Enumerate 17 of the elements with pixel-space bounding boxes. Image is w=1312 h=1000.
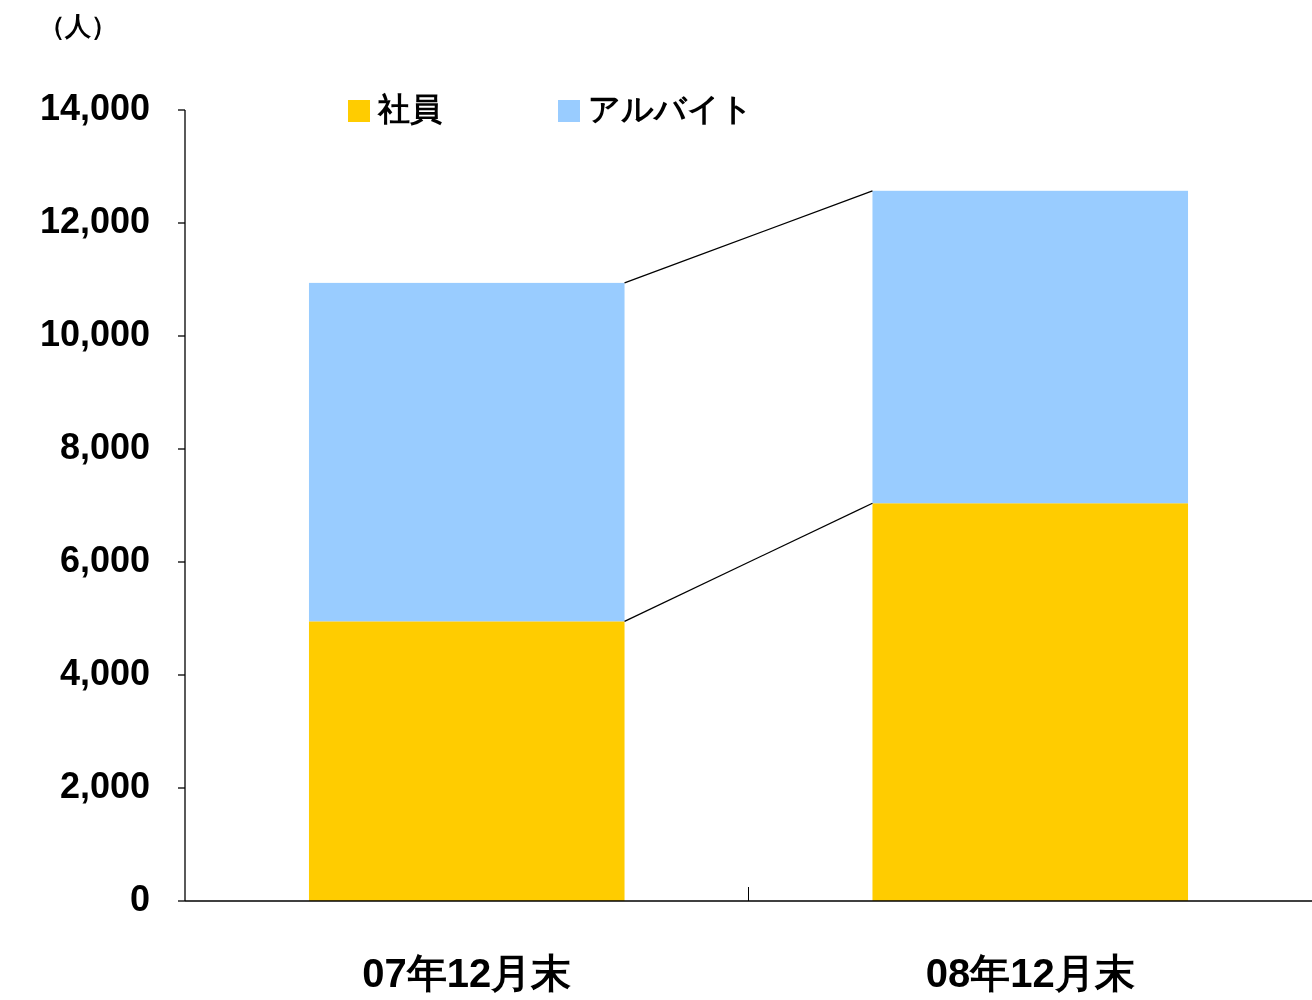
y-tick-label: 2,000 xyxy=(59,764,150,806)
bar xyxy=(872,190,1189,504)
y-tick-label: 12,000 xyxy=(39,199,150,241)
x-tick-label: 08年12月末 xyxy=(925,950,1135,995)
y-tick-label: 8,000 xyxy=(59,425,150,467)
bar xyxy=(308,621,625,901)
y-tick-label: 6,000 xyxy=(59,538,150,580)
y-tick-label: 14,000 xyxy=(39,86,150,128)
legend-label: 社員 xyxy=(377,91,442,128)
x-tick-label: 07年12月末 xyxy=(362,950,572,995)
y-axis-title: （人） xyxy=(39,10,117,41)
bar xyxy=(872,503,1189,901)
y-tick-label: 0 xyxy=(129,877,150,919)
y-tick-label: 10,000 xyxy=(39,312,150,354)
bar xyxy=(308,282,625,622)
legend-label: アルバイト xyxy=(588,91,753,128)
y-tick-label: 4,000 xyxy=(59,651,150,693)
